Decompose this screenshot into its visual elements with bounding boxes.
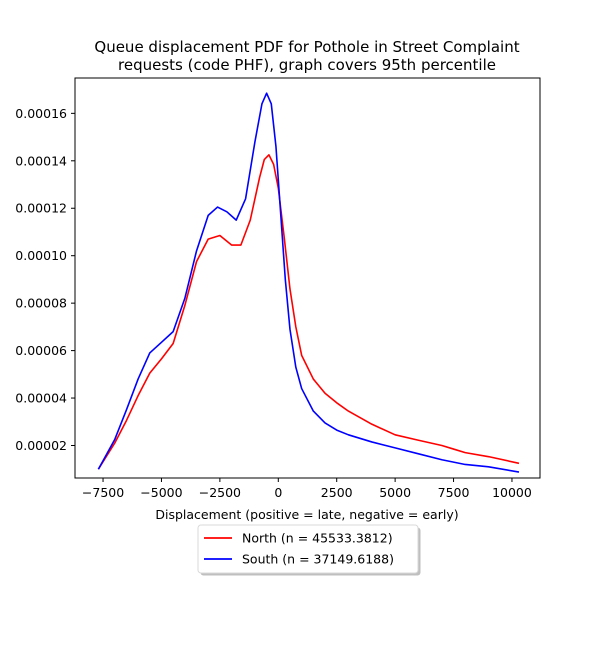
x-tick-label: 5000 xyxy=(379,485,411,500)
y-tick-label: 0.00012 xyxy=(15,201,67,216)
chart-title-line-1: Queue displacement PDF for Pothole in St… xyxy=(94,38,519,56)
legend: North (n = 45533.3812) South (n = 37149.6… xyxy=(197,524,421,576)
y-axis: 0.00002 0.00004 0.00006 0.00008 0.00010 0.000… xyxy=(15,106,75,453)
x-tick-label: 10000 xyxy=(492,485,532,500)
x-tick-label: −5000 xyxy=(140,485,182,500)
x-tick-label: −7500 xyxy=(82,485,124,500)
y-tick-label: 0.00014 xyxy=(15,153,67,168)
y-tick-label: 0.00004 xyxy=(15,391,67,406)
legend-box xyxy=(197,524,419,574)
legend-label-2: South (n = 37149.6188) xyxy=(242,552,394,567)
y-tick-label: 0.00008 xyxy=(15,296,67,311)
x-tick-label: 0 xyxy=(274,485,282,500)
chart-title-line-2: requests (code PHF), graph covers 95th p… xyxy=(118,56,496,74)
y-tick-label: 0.00002 xyxy=(15,438,67,453)
x-axis-label: Displacement (positive = late, negative … xyxy=(155,507,458,522)
x-tick-label: −2500 xyxy=(199,485,241,500)
y-tick-label: 0.00016 xyxy=(15,106,67,121)
plot-background xyxy=(75,78,540,478)
y-tick-label: 0.00006 xyxy=(15,343,67,358)
series-line-2 xyxy=(97,92,520,473)
plot-area xyxy=(74,77,541,479)
legend-label-1: North (n = 45533.3812) xyxy=(242,531,393,546)
plot-frame xyxy=(74,77,541,479)
series-line-1 xyxy=(97,154,520,470)
x-tick-label: 7500 xyxy=(438,485,470,500)
x-axis: −7500 −5000 −2500 0 2500 5000 7500 10000 xyxy=(82,478,532,500)
y-tick-label: 0.00010 xyxy=(15,248,67,263)
x-tick-label: 2500 xyxy=(321,485,353,500)
